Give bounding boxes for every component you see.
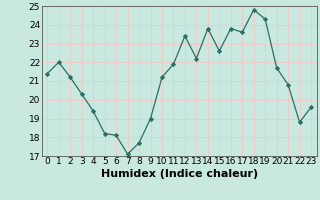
X-axis label: Humidex (Indice chaleur): Humidex (Indice chaleur) (100, 169, 258, 179)
